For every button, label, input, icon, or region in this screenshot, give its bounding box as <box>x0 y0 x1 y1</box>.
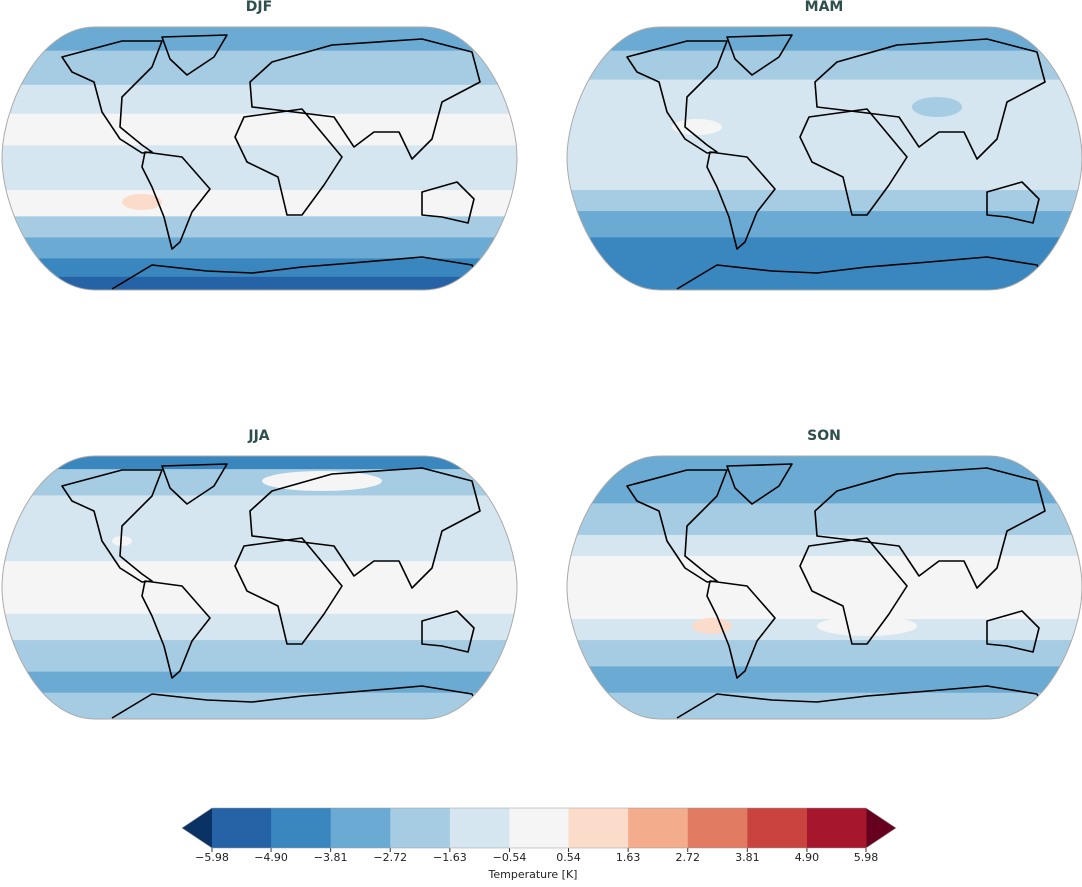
colorbar-tick-label: −0.54 <box>493 851 527 864</box>
map-field <box>567 27 1082 290</box>
colorbar-bin <box>806 808 867 848</box>
field-band <box>2 613 517 642</box>
panel-title: DJF <box>246 0 272 15</box>
map-field <box>2 27 517 290</box>
map <box>566 455 1082 720</box>
field-patch <box>692 618 732 634</box>
colorbar-tick-label: −4.90 <box>254 851 288 864</box>
map-outline <box>1 455 518 720</box>
field-band <box>2 692 517 719</box>
panels: DJF MAM JJA SON <box>1 0 1082 720</box>
colorbar-tick-label: −1.63 <box>433 851 467 864</box>
colorbar-bin <box>330 808 391 848</box>
field-band <box>2 237 517 260</box>
colorbar-tick-label: 5.98 <box>854 851 879 864</box>
field-band <box>567 555 1082 621</box>
field-band <box>2 469 517 497</box>
map <box>566 26 1082 291</box>
field-band <box>2 113 517 147</box>
colorbar-outline <box>181 807 897 849</box>
field-band <box>567 211 1082 239</box>
colorbar-bin <box>449 808 510 848</box>
field-band <box>2 216 517 239</box>
field-band <box>567 27 1082 52</box>
field-band <box>567 79 1082 107</box>
colorbar-tick-label: 1.63 <box>616 851 641 864</box>
colorbar-bin <box>747 808 808 848</box>
colorbar-tick-label: −2.72 <box>373 851 407 864</box>
colorbar-bin <box>271 808 332 848</box>
field-band <box>567 50 1082 81</box>
field-patch <box>112 536 132 546</box>
field-band <box>2 671 517 694</box>
colorbar-bin <box>628 808 689 848</box>
field-band <box>2 27 517 52</box>
field-patch <box>817 616 917 636</box>
colorbar-tick-label: 2.72 <box>675 851 700 864</box>
field-band <box>567 190 1082 213</box>
colorbar-over <box>866 808 896 848</box>
colorbar: Temperature [K] −5.98 −4.90 −3.81 −2.72 −1.6… <box>181 807 897 881</box>
field-band <box>567 471 1082 505</box>
colorbar-bin <box>568 808 629 848</box>
map-outline <box>566 26 1082 291</box>
colorbar-tick-label: 3.81 <box>735 851 760 864</box>
colorbar-bin <box>390 808 451 848</box>
field-band <box>567 237 1082 265</box>
field-band <box>2 534 517 563</box>
panel-title: MAM <box>805 0 844 15</box>
field-band <box>567 534 1082 557</box>
field-band <box>567 503 1082 536</box>
field-band <box>567 456 1082 473</box>
colorbar-under <box>182 808 212 848</box>
colorbar-bin <box>212 808 272 848</box>
field-band <box>567 105 1082 192</box>
field-band <box>567 263 1082 290</box>
map <box>1 455 518 720</box>
colorbar-label: Temperature [K] <box>488 868 578 881</box>
field-band <box>2 561 517 615</box>
map-field <box>2 456 517 719</box>
map-outline <box>1 26 518 291</box>
field-band <box>567 666 1082 694</box>
field-patch <box>122 194 162 210</box>
field-band <box>2 190 517 218</box>
field-band <box>2 276 517 290</box>
field-band <box>567 640 1082 668</box>
panel-title: JJA <box>247 428 269 444</box>
field-band <box>2 258 517 278</box>
panel-title: SON <box>807 428 841 444</box>
colorbar-tick-label: −3.81 <box>314 851 348 864</box>
field-band <box>2 84 517 115</box>
map-outline <box>566 455 1082 720</box>
map-field <box>567 456 1082 719</box>
map <box>1 26 518 291</box>
field-patch <box>672 119 722 135</box>
field-band <box>2 50 517 86</box>
colorbar-tick-label: 4.90 <box>795 851 820 864</box>
colorbar-bin <box>687 808 748 848</box>
colorbar-tick-label: −5.98 <box>195 851 229 864</box>
field-band <box>567 692 1082 719</box>
field-patch <box>912 97 962 117</box>
colorbar-tick-label: 0.54 <box>556 851 581 864</box>
field-band <box>2 456 517 471</box>
colorbar-bin <box>509 808 570 848</box>
